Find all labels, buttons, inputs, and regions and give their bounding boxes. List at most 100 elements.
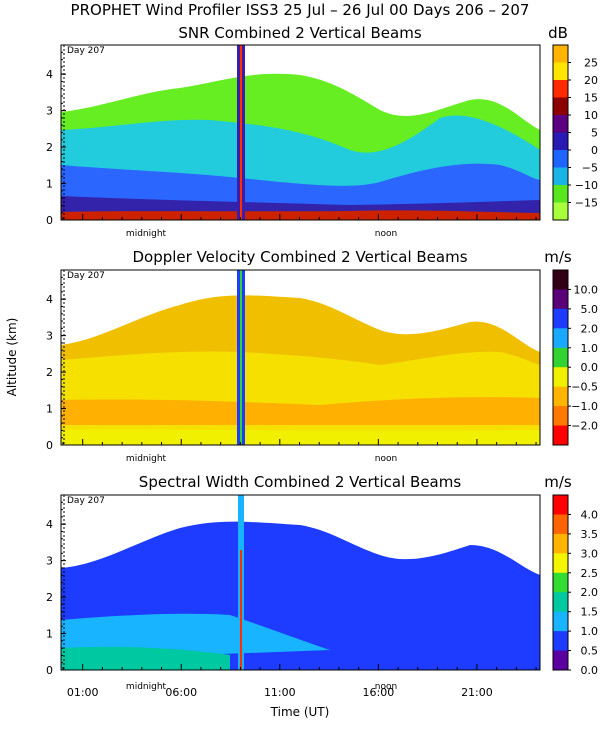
doppler-colorbar-label: 2.0 — [581, 322, 599, 335]
snr-x-axis — [62, 214, 537, 220]
spectral-y-tick-label: 4 — [46, 518, 53, 531]
spectral-unit-label: m/s — [544, 473, 572, 491]
doppler-colorbar-label: −2.0 — [571, 420, 598, 433]
snr-title: SNR Combined 2 Vertical Beams — [178, 24, 421, 42]
doppler-y-tick-label: 3 — [46, 330, 53, 343]
spectral-colorbar-label: 2.0 — [581, 586, 599, 599]
snr-colorbar-label: −5 — [582, 162, 598, 175]
doppler-midnight-label: midnight — [126, 454, 167, 464]
snr-noon-label: noon — [375, 229, 397, 239]
snr-colorbar-swatch — [553, 97, 568, 116]
doppler-y-axis: 0 1 2 3 4 — [46, 276, 66, 452]
spectral-heatmap — [61, 495, 540, 670]
doppler-heatmap — [61, 270, 540, 445]
doppler-colorbar-label: −1.0 — [571, 400, 598, 413]
doppler-colorbar-label: 1.0 — [581, 342, 599, 355]
snr-colorbar-label: 10 — [584, 109, 598, 122]
doppler-y-tick-label: 1 — [46, 403, 53, 416]
spectral-colorbar-label: 2.5 — [581, 567, 599, 580]
snr-colorbar: 25 20 15 10 5 0 −5 −10 −15 — [552, 44, 598, 221]
snr-colorbar-label: 25 — [584, 57, 598, 70]
doppler-colorbar-swatch — [553, 367, 568, 388]
snr-y-tick-label: 3 — [46, 105, 53, 118]
snr-panel: SNR Combined 2 Vertical Beams dB Day 207… — [46, 24, 598, 239]
snr-midnight-label: midnight — [126, 229, 167, 239]
y-axis-label: Altitude (km) — [5, 318, 19, 397]
snr-surface-layer — [61, 210, 540, 220]
spectral-colorbar-label: 1.5 — [581, 606, 599, 619]
spectral-colorbar-swatch — [553, 650, 568, 671]
spectral-colorbar-swatch — [553, 533, 568, 554]
doppler-unit-label: m/s — [544, 248, 572, 266]
doppler-colorbar-swatch — [553, 347, 568, 368]
spectral-colorbar-swatch — [553, 631, 568, 652]
spectral-y-axis: 0 1 2 3 4 — [46, 501, 66, 677]
snr-colorbar-label: 5 — [591, 127, 598, 140]
spectral-colorbar-label: 4.0 — [581, 508, 599, 521]
spectral-green-spots — [61, 646, 230, 670]
doppler-colorbar-swatch — [553, 425, 568, 446]
doppler-surface — [61, 429, 540, 445]
doppler-spike-core — [240, 270, 242, 445]
snr-colorbar-swatch — [553, 45, 568, 63]
spectral-y-tick-label: 1 — [46, 628, 53, 641]
snr-heatmap — [61, 45, 540, 220]
spectral-colorbar-frame — [552, 494, 569, 671]
snr-colorbar-swatch — [553, 150, 568, 168]
snr-day-marker: Day 207 — [67, 46, 105, 56]
spectral-colorbar-label: 3.0 — [581, 547, 599, 560]
spectral-spike-core — [240, 550, 242, 670]
doppler-noon-label: noon — [375, 454, 397, 464]
snr-y-tick-label: 2 — [46, 141, 53, 154]
snr-colorbar-swatch — [553, 185, 568, 203]
doppler-colorbar-swatch — [553, 386, 568, 407]
doppler-colorbar-label: 10.0 — [574, 283, 599, 296]
x-tick-label: 11:00 — [264, 686, 296, 699]
spectral-day-marker: Day 207 — [67, 496, 105, 506]
spectral-colorbar-swatch — [553, 611, 568, 632]
snr-colorbar-label: 0 — [591, 144, 598, 157]
spectral-colorbar-swatch — [553, 553, 568, 574]
snr-y-tick-label: 0 — [46, 214, 53, 227]
snr-colorbar-label: −10 — [575, 179, 598, 192]
spectral-panel: Spectral Width Combined 2 Vertical Beams… — [46, 473, 598, 699]
x-tick-label: 16:00 — [363, 686, 395, 699]
doppler-colorbar: 10.0 5.0 2.0 1.0 0.0 −0.5 −1.0 −2.0 — [552, 269, 599, 446]
snr-y-axis: 0 1 2 3 4 — [46, 51, 66, 227]
snr-spike-core — [240, 45, 242, 220]
snr-colorbar-label: 15 — [584, 92, 598, 105]
spectral-colorbar-label: 0.5 — [581, 645, 599, 658]
spectral-colorbar: 4.0 3.5 3.0 2.5 2.0 1.5 1.0 0.5 0.0 — [552, 494, 599, 677]
doppler-colorbar-swatch — [553, 328, 568, 349]
snr-colorbar-swatch — [553, 132, 568, 151]
spectral-colorbar-label: 3.5 — [581, 528, 599, 541]
doppler-title: Doppler Velocity Combined 2 Vertical Bea… — [132, 248, 467, 266]
doppler-colorbar-frame — [552, 269, 569, 446]
doppler-colorbar-swatch — [553, 289, 568, 310]
doppler-y-tick-label: 2 — [46, 366, 53, 379]
doppler-colorbar-label: −0.5 — [571, 381, 598, 394]
doppler-colorbar-label: 5.0 — [581, 303, 599, 316]
snr-y-tick-label: 4 — [46, 68, 53, 81]
doppler-colorbar-swatch — [553, 308, 568, 329]
doppler-panel: Doppler Velocity Combined 2 Vertical Bea… — [46, 248, 598, 464]
spectral-colorbar-label: 0.0 — [581, 664, 599, 677]
snr-colorbar-label: 20 — [584, 74, 598, 87]
spectral-low-band — [230, 659, 540, 670]
doppler-y-tick-label: 4 — [46, 293, 53, 306]
snr-unit-label: dB — [548, 24, 568, 42]
x-axis-label: Time (UT) — [270, 705, 330, 719]
doppler-colorbar-swatch — [553, 406, 568, 427]
doppler-colorbar-swatch — [553, 270, 568, 290]
snr-colorbar-swatch — [553, 80, 568, 98]
doppler-x-axis — [62, 439, 537, 445]
snr-y-tick-label: 1 — [46, 178, 53, 191]
spectral-y-tick-label: 0 — [46, 664, 53, 677]
spectral-title: Spectral Width Combined 2 Vertical Beams — [139, 473, 462, 491]
figure-title: PROPHET Wind Profiler ISS3 25 Jul – 26 J… — [71, 1, 530, 19]
doppler-colorbar-label: 0.0 — [581, 361, 599, 374]
snr-colorbar-label: −15 — [575, 197, 598, 210]
spectral-colorbar-label: 1.0 — [581, 625, 599, 638]
doppler-y-tick-label: 0 — [46, 439, 53, 452]
snr-colorbar-swatch — [553, 115, 568, 133]
